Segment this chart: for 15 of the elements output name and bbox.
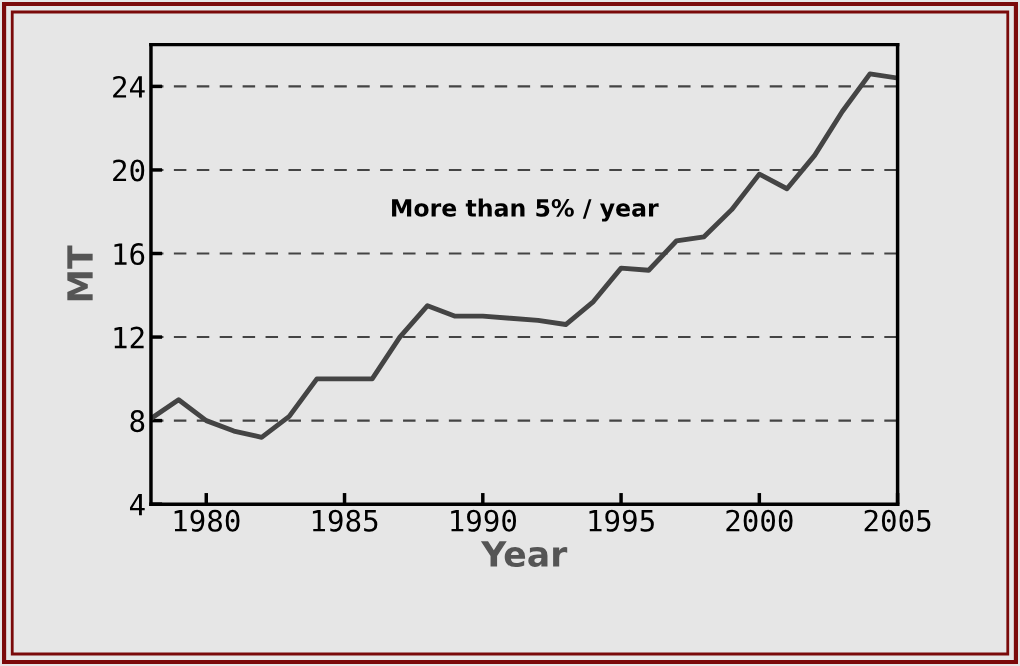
x-tick-label: 1980 — [174, 509, 240, 532]
y-tick-label: 12 — [114, 326, 144, 349]
x-tick-label: 1990 — [451, 509, 517, 532]
annotation: More than 5% / year — [392, 198, 659, 222]
y-tick-label: 8 — [130, 410, 145, 433]
y-tick-label: 20 — [113, 159, 145, 182]
y-axis-title: MT — [67, 245, 93, 301]
x-axis-title: Year — [480, 541, 568, 568]
x-tick-label: 2005 — [864, 509, 931, 532]
y-tick-label: 24 — [113, 75, 145, 98]
x-tick-label: 2000 — [726, 509, 793, 532]
x-tick-label: 1995 — [589, 509, 654, 532]
x-tick-label: 1985 — [312, 509, 378, 532]
y-tick-label: 4 — [129, 494, 145, 516]
y-tick-label: 16 — [114, 243, 145, 266]
